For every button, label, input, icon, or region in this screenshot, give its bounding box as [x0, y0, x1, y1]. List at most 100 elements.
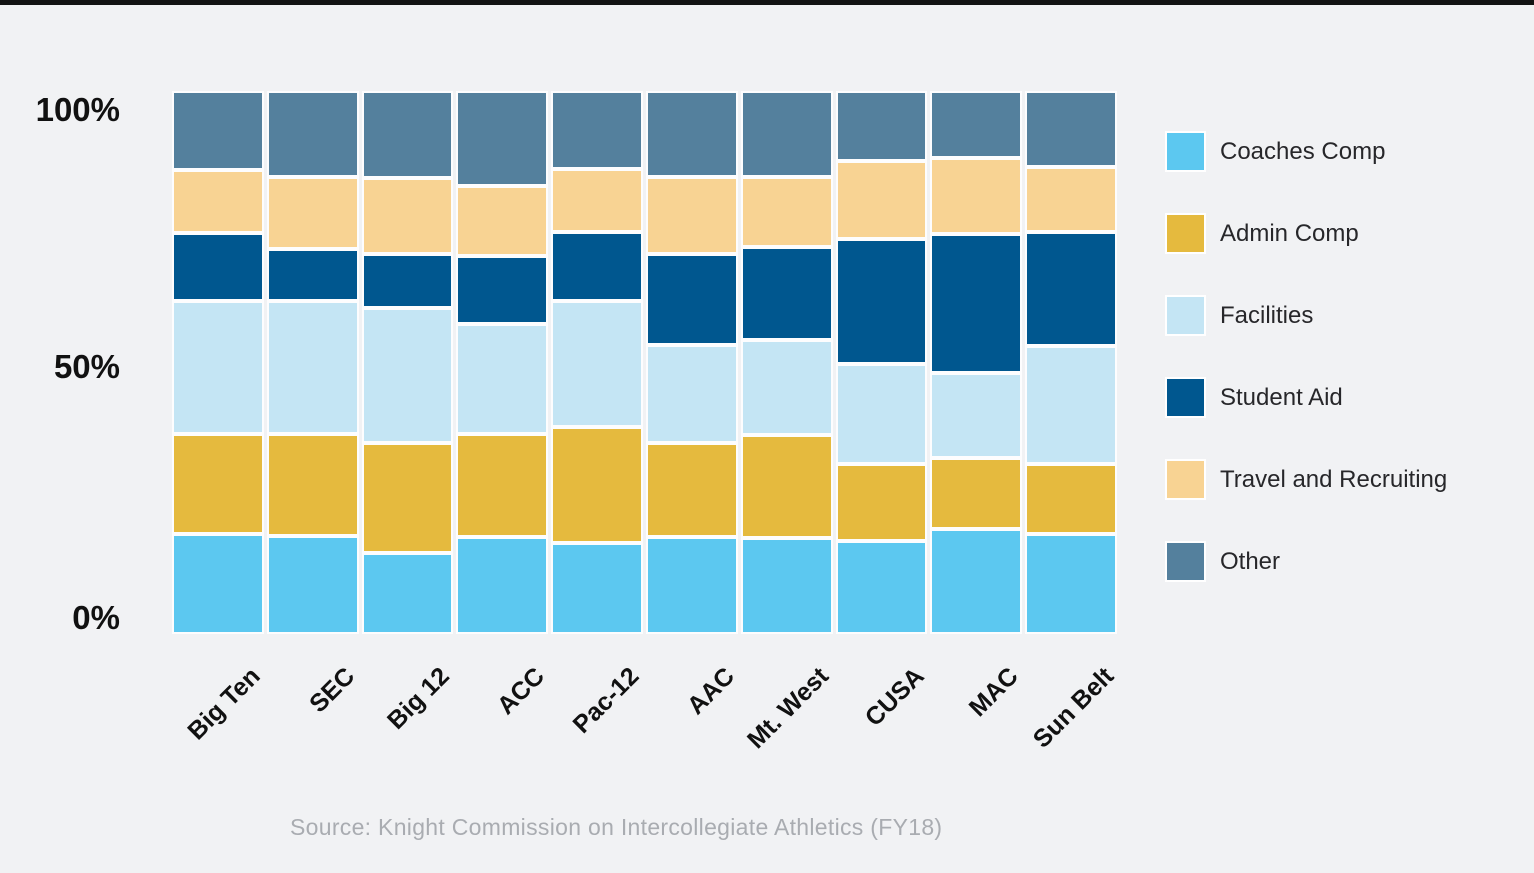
- x-label-pac-12: Pac-12: [568, 662, 645, 739]
- legend-entry-student-aid: Student Aid: [1165, 377, 1447, 418]
- legend-swatch-facilities: [1165, 295, 1206, 336]
- segment-other: [1025, 91, 1117, 168]
- segment-admin-comp: [456, 434, 549, 537]
- segment-admin-comp: [740, 434, 833, 538]
- legend-label-facilities: Facilities: [1220, 301, 1314, 329]
- legend-swatch-travel-and-recruiting: [1165, 459, 1206, 500]
- x-label-cusa: CUSA: [859, 662, 930, 732]
- segment-travel-and-recruiting: [1025, 167, 1117, 232]
- bar-mt-west: [740, 91, 833, 634]
- segment-coaches-comp: [456, 536, 549, 634]
- segment-facilities: [361, 307, 454, 444]
- legend-entry-travel-and-recruiting: Travel and Recruiting: [1165, 459, 1447, 500]
- segment-travel-and-recruiting: [551, 169, 643, 233]
- segment-facilities: [172, 300, 264, 435]
- segment-other: [551, 91, 643, 170]
- segment-student-aid: [172, 232, 264, 301]
- segment-facilities: [266, 300, 359, 434]
- segment-student-aid: [551, 232, 643, 301]
- top-accent-bar: [0, 0, 1534, 5]
- segment-admin-comp: [172, 434, 264, 535]
- segment-student-aid: [266, 249, 359, 301]
- segment-student-aid: [361, 254, 454, 308]
- segment-facilities: [930, 373, 1023, 459]
- segment-other: [740, 91, 833, 177]
- segment-facilities: [456, 323, 549, 435]
- legend-entry-facilities: Facilities: [1165, 295, 1447, 336]
- x-label-mt-west: Mt. West: [742, 662, 835, 755]
- x-label-big-ten: Big Ten: [182, 662, 266, 746]
- x-label-acc: ACC: [492, 662, 551, 721]
- bar-mac: [930, 91, 1023, 634]
- segment-coaches-comp: [740, 537, 833, 634]
- x-label-sun-belt: Sun Belt: [1027, 662, 1119, 754]
- bar-cusa: [835, 91, 928, 634]
- x-label-aac: AAC: [681, 662, 740, 721]
- segment-travel-and-recruiting: [266, 176, 359, 249]
- segment-admin-comp: [551, 427, 643, 544]
- bar-acc: [456, 91, 549, 634]
- segment-coaches-comp: [645, 536, 738, 634]
- segment-other: [361, 91, 454, 178]
- segment-student-aid: [835, 238, 928, 364]
- segment-travel-and-recruiting: [930, 157, 1023, 234]
- segment-admin-comp: [930, 458, 1023, 529]
- x-label-sec: SEC: [304, 662, 361, 719]
- segment-student-aid: [645, 254, 738, 345]
- legend-label-other: Other: [1220, 547, 1281, 575]
- ytick-100: 100%: [35, 91, 120, 128]
- segment-admin-comp: [266, 433, 359, 537]
- legend-label-student-aid: Student Aid: [1220, 383, 1343, 411]
- segment-coaches-comp: [835, 541, 928, 634]
- legend-swatch-student-aid: [1165, 377, 1206, 418]
- segment-admin-comp: [645, 443, 738, 537]
- segment-other: [266, 91, 359, 177]
- bar-sec: [266, 91, 359, 634]
- bar-big-12: [361, 91, 454, 634]
- segment-student-aid: [1025, 231, 1117, 347]
- segment-travel-and-recruiting: [645, 176, 738, 255]
- bar-aac: [645, 91, 738, 634]
- legend-label-coaches-comp: Coaches Comp: [1220, 137, 1386, 165]
- segment-travel-and-recruiting: [835, 161, 928, 239]
- segment-other: [456, 91, 549, 187]
- segment-travel-and-recruiting: [172, 169, 264, 233]
- segment-admin-comp: [1025, 464, 1117, 534]
- segment-student-aid: [456, 255, 549, 324]
- segment-admin-comp: [361, 443, 454, 554]
- legend-label-travel-and-recruiting: Travel and Recruiting: [1220, 465, 1448, 493]
- bar-big-ten: [172, 91, 264, 634]
- legend-label-admin-comp: Admin Comp: [1220, 219, 1359, 247]
- x-label-mac: MAC: [964, 662, 1025, 723]
- segment-admin-comp: [835, 464, 928, 542]
- segment-coaches-comp: [361, 553, 454, 634]
- x-label-big-12: Big 12: [382, 662, 456, 735]
- segment-other: [835, 91, 928, 162]
- plot-area: [172, 91, 1117, 634]
- segment-coaches-comp: [930, 528, 1023, 634]
- legend-swatch-admin-comp: [1165, 213, 1206, 254]
- segment-facilities: [1025, 346, 1117, 465]
- source-caption: Source: Knight Commission on Intercolleg…: [290, 814, 943, 840]
- segment-other: [645, 91, 738, 177]
- segment-facilities: [835, 363, 928, 465]
- segment-coaches-comp: [172, 534, 264, 634]
- bar-sun-belt: [1025, 91, 1117, 634]
- legend: Coaches Comp Admin Comp Facilities Student …: [1165, 131, 1447, 623]
- segment-facilities: [551, 300, 643, 428]
- segment-facilities: [740, 339, 833, 435]
- segment-student-aid: [930, 233, 1023, 374]
- bar-pac-12: [551, 91, 643, 634]
- segment-travel-and-recruiting: [740, 176, 833, 247]
- segment-facilities: [645, 344, 738, 444]
- legend-entry-other: Other: [1165, 541, 1447, 582]
- segment-other: [930, 91, 1023, 158]
- legend-swatch-coaches-comp: [1165, 131, 1206, 172]
- segment-travel-and-recruiting: [361, 177, 454, 255]
- legend-entry-coaches-comp: Coaches Comp: [1165, 131, 1447, 172]
- segment-coaches-comp: [266, 536, 359, 634]
- segment-travel-and-recruiting: [456, 186, 549, 256]
- legend-swatch-other: [1165, 541, 1206, 582]
- ytick-50: 50%: [53, 348, 120, 385]
- legend-entry-admin-comp: Admin Comp: [1165, 213, 1447, 254]
